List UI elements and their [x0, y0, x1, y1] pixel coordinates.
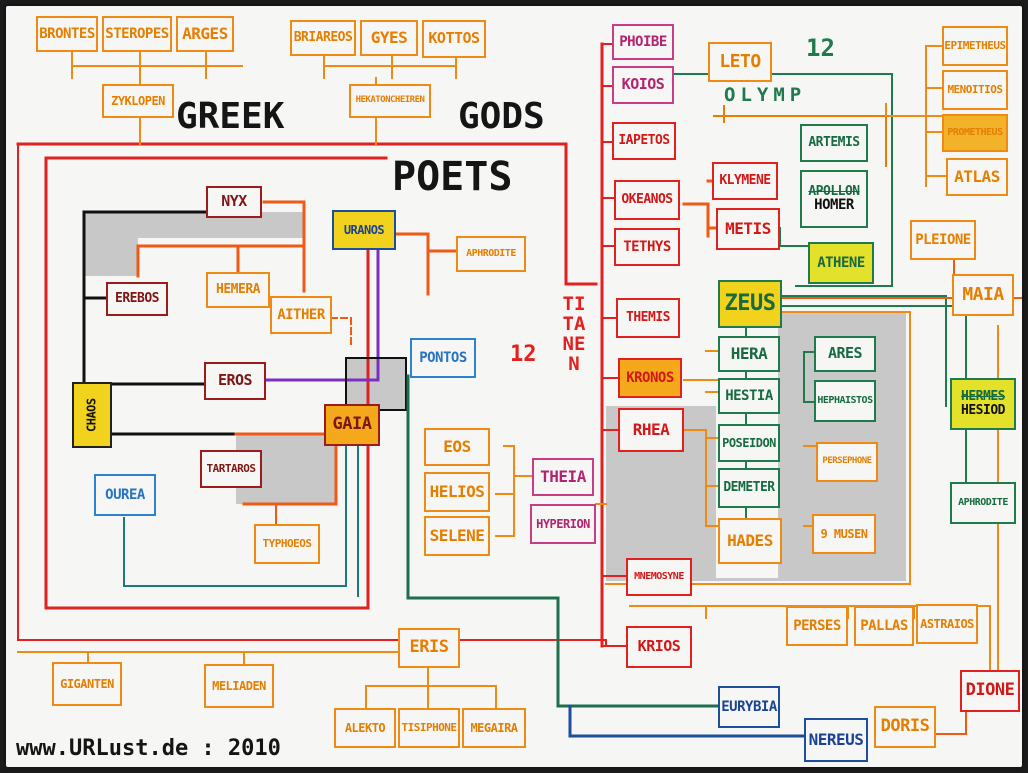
node-krios: KRIOS	[626, 626, 692, 668]
genealogy-board: GREEK GODS POETS 12 OLYMP 12 TITANEN www…	[6, 6, 1022, 767]
node-meliaden: MELIADEN	[204, 664, 274, 708]
node-persephone: PERSEPHONE	[816, 442, 878, 482]
title-greek: GREEK	[176, 96, 285, 137]
node-menoitios: MENOITIOS	[942, 70, 1008, 110]
node-rhea: RHEA	[618, 408, 684, 452]
node-eris: ERIS	[398, 628, 460, 668]
node-chaos: CHAOS	[72, 382, 112, 448]
node-musen: 9 MUSEN	[812, 514, 876, 554]
node-selene: SELENE	[424, 516, 490, 556]
node-nereus: NEREUS	[804, 718, 868, 762]
node-okeanos: OKEANOS	[614, 180, 680, 220]
node-aither: AITHER	[270, 296, 332, 334]
node-pleione: PLEIONE	[910, 220, 976, 260]
node-phoibe: PHOIBE	[612, 24, 674, 60]
node-doris: DORIS	[874, 706, 936, 748]
homer-label: HOMER	[814, 197, 854, 214]
node-gyes: GYES	[360, 20, 418, 56]
node-eurybia: EURYBIA	[718, 686, 780, 728]
node-theia: THEIA	[532, 458, 594, 496]
node-zeus: ZEUS	[718, 280, 782, 328]
node-klymene: KLYMENE	[712, 162, 778, 200]
node-perses: PERSES	[786, 606, 848, 646]
node-mnemosyne: MNEMOSYNE	[626, 558, 692, 596]
node-uranos: URANOS	[332, 210, 396, 250]
node-eos: EOS	[424, 428, 490, 466]
titans-count: 12	[510, 342, 537, 367]
node-poseidon: POSEIDON	[718, 424, 780, 462]
node-hestia: HESTIA	[718, 378, 780, 414]
node-aphrodite-left: APHRODITE	[456, 236, 526, 272]
node-koios: KOIOS	[612, 66, 674, 104]
node-alekto: ALEKTO	[334, 708, 396, 748]
node-hades: HADES	[718, 518, 782, 564]
node-helios: HELIOS	[424, 472, 490, 512]
olymp-count: 12	[806, 34, 835, 62]
olymp-label: OLYMP	[724, 84, 807, 106]
node-aphrodite-right: APHRODITE	[950, 482, 1016, 524]
node-kronos: KRONOS	[618, 358, 682, 398]
node-demeter: DEMETER	[718, 468, 780, 508]
node-metis: METIS	[716, 208, 780, 250]
node-hyperion: HYPERION	[530, 504, 596, 544]
node-eros: EROS	[204, 362, 266, 400]
node-themis: THEMIS	[616, 298, 680, 338]
node-tisiphone: TISIPHONE	[398, 708, 460, 748]
node-gaia: GAIA	[324, 404, 380, 446]
footer-credit: www.URLust.de : 2010	[16, 736, 281, 761]
node-giganten: GIGANTEN	[52, 662, 122, 706]
node-tethys: TETHYS	[614, 228, 680, 266]
node-ourea: OUREA	[94, 474, 156, 516]
node-dione: DIONE	[960, 670, 1020, 712]
node-epimetheus: EPIMETHEUS	[942, 26, 1008, 66]
node-megaira: MEGAIRA	[462, 708, 526, 748]
node-hekatoncheiren: HEKATONCHEIREN	[349, 84, 431, 118]
node-kottos: KOTTOS	[422, 20, 486, 58]
node-leto: LETO	[708, 42, 772, 82]
node-arges: ARGES	[176, 16, 234, 52]
node-artemis: ARTEMIS	[800, 124, 868, 162]
titans-label: TITANEN	[562, 293, 586, 375]
node-briareos: BRIAREOS	[290, 20, 356, 56]
node-astraios: ASTRAIOS	[916, 604, 978, 644]
node-typhoeos: TYPHOEOS	[254, 524, 320, 564]
hermes-label: HERMES	[961, 389, 1005, 405]
node-erebos: EREBOS	[106, 282, 168, 316]
node-hemera: HEMERA	[206, 272, 270, 308]
title-gods: GODS	[458, 96, 545, 137]
node-pallas: PALLAS	[854, 606, 914, 646]
node-zyklopen: ZYKLOPEN	[102, 84, 174, 118]
node-ares: ARES	[814, 336, 876, 372]
node-maia: MAIA	[952, 274, 1014, 316]
apollon-label: APOLLON	[808, 183, 860, 199]
node-hephaistos: HEPHAISTOS	[814, 380, 876, 422]
hesiod-label: HESIOD	[961, 403, 1005, 418]
node-nyx: NYX	[206, 186, 262, 218]
node-steropes: STEROPES	[102, 16, 172, 52]
node-hermes-hesiod: HERMES HESIOD	[950, 378, 1016, 430]
title-poets: POETS	[392, 154, 513, 200]
node-athene: ATHENE	[808, 242, 874, 284]
node-iapetos: IAPETOS	[612, 122, 676, 160]
node-tartaros: TARTAROS	[200, 450, 262, 488]
node-pontos: PONTOS	[410, 338, 476, 378]
node-hera: HERA	[718, 336, 780, 372]
node-brontes: BRONTES	[36, 16, 98, 52]
node-apollon-homer: APOLLON HOMER	[800, 170, 868, 228]
node-prometheus: PROMETHEUS	[942, 114, 1008, 152]
node-atlas: ATLAS	[946, 158, 1008, 196]
